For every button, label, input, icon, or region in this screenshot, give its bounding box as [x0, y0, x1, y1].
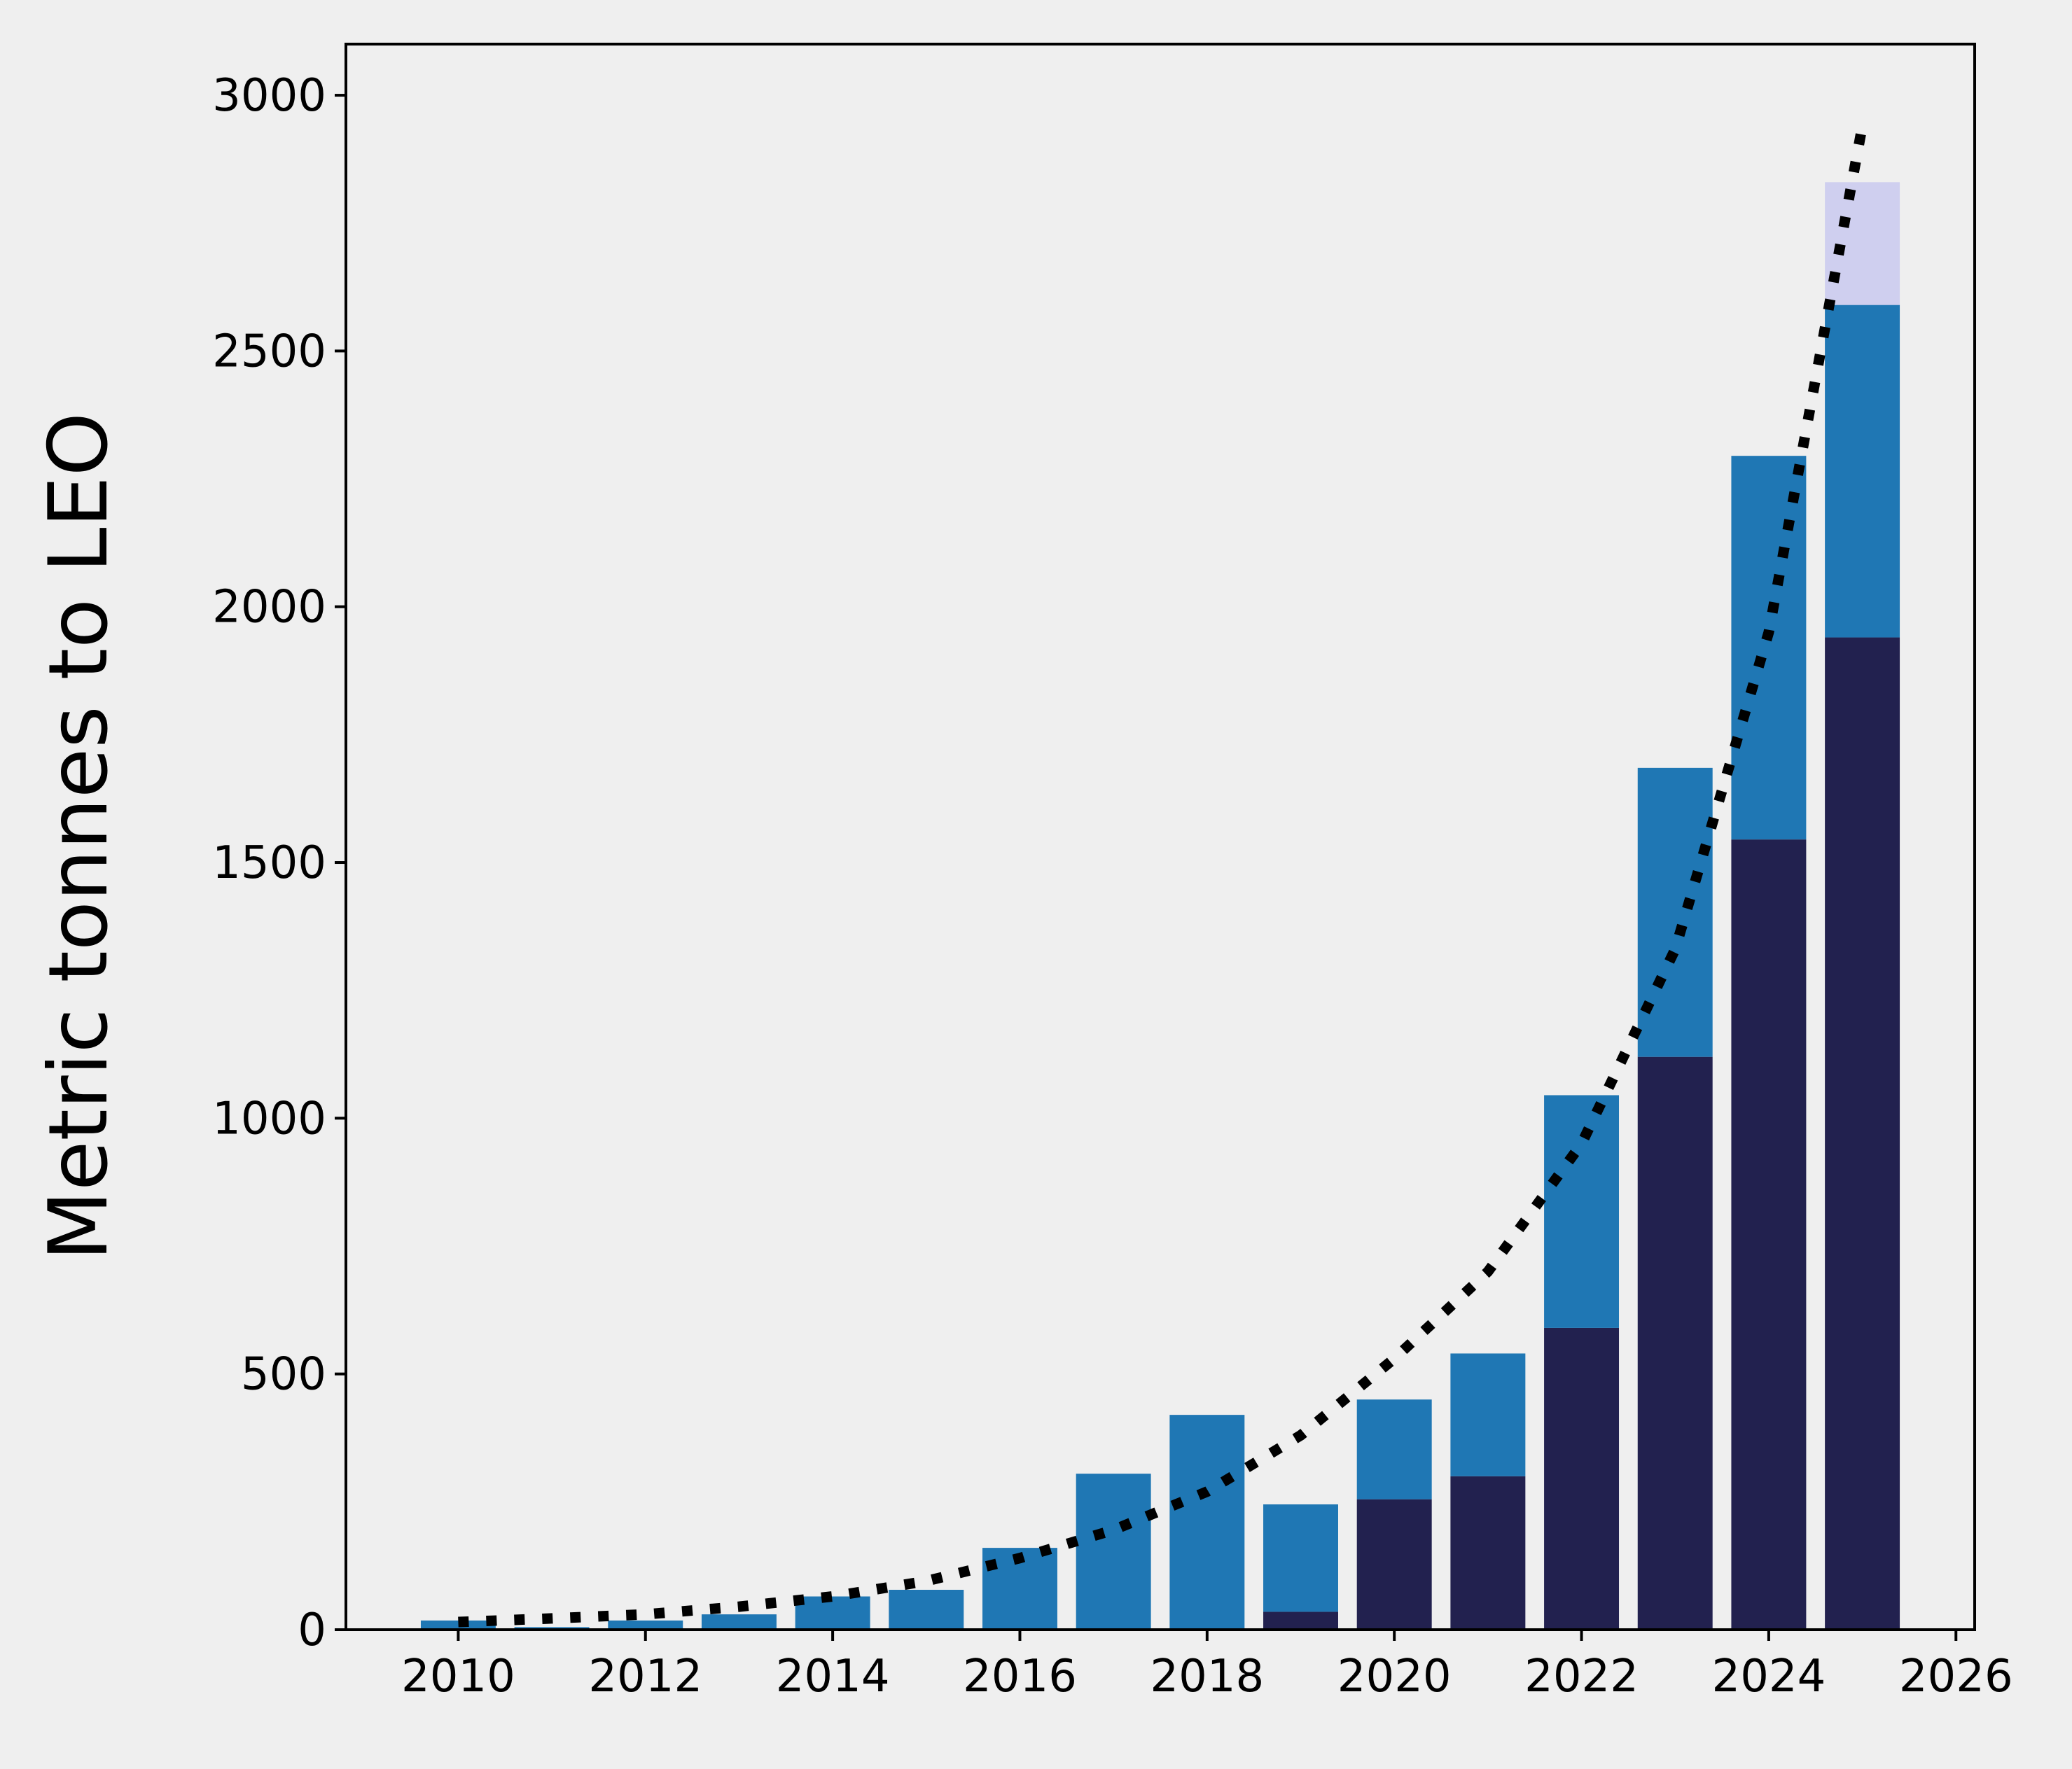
bar-2021-series-0 [1450, 1476, 1526, 1630]
x-tick-label: 2014 [776, 1651, 890, 1702]
x-tick-label: 2020 [1337, 1651, 1452, 1702]
trend-line [458, 125, 1868, 1628]
x-tick-label: 2022 [1524, 1651, 1639, 1702]
y-tick-label: 0 [298, 1604, 326, 1656]
bar-2015-series-1 [889, 1590, 964, 1630]
x-tick-label: 2010 [401, 1651, 515, 1702]
bar-2022-series-0 [1544, 1327, 1620, 1630]
bar-2022-series-1 [1544, 1095, 1620, 1328]
bar-2019-series-0 [1263, 1611, 1338, 1630]
bar-2020-series-1 [1356, 1399, 1432, 1499]
y-tick-label: 3000 [212, 70, 326, 122]
x-tick-label: 2026 [1899, 1651, 2013, 1702]
bar-2014-series-1 [795, 1596, 870, 1630]
y-tick-label: 1500 [212, 837, 326, 889]
y-tick-label: 1000 [212, 1093, 326, 1145]
bar-2023-series-0 [1637, 1056, 1713, 1630]
x-tick-label: 2024 [1711, 1651, 1826, 1702]
bar-2021-series-1 [1450, 1353, 1526, 1476]
bar-2025-series-2 [1825, 182, 1900, 305]
y-tick-label: 2000 [212, 582, 326, 634]
bars-layer [420, 182, 1900, 1630]
bar-2020-series-0 [1356, 1499, 1432, 1630]
x-tick-label: 2012 [588, 1651, 702, 1702]
y-tick-label: 2500 [212, 326, 326, 377]
plot-frame [345, 43, 1976, 1631]
bar-2013-series-1 [701, 1614, 777, 1630]
bar-2025-series-0 [1825, 637, 1900, 1630]
y-axis: 0 500 1000 1500 2000 2500 3000 [212, 70, 346, 1656]
bar-2010-series-1 [420, 1620, 496, 1630]
x-tick-label: 2018 [1150, 1651, 1264, 1702]
x-axis: 2010 2012 2014 2016 2018 2020 2022 2024 2026 [401, 1630, 2013, 1702]
y-tick-label: 500 [241, 1349, 326, 1401]
trend-layer [458, 125, 1868, 1628]
x-tick-label: 2016 [963, 1651, 1077, 1702]
bar-2017-series-1 [1076, 1474, 1151, 1630]
bar-2018-series-1 [1169, 1415, 1245, 1630]
y-axis-title: Metric tonnes to LEO [32, 412, 126, 1261]
bar-2024-series-0 [1731, 839, 1807, 1630]
bar-2025-series-1 [1825, 305, 1900, 638]
bar-2019-series-1 [1263, 1504, 1338, 1612]
bar-2024-series-1 [1731, 456, 1807, 840]
bar-2012-series-1 [608, 1620, 683, 1630]
